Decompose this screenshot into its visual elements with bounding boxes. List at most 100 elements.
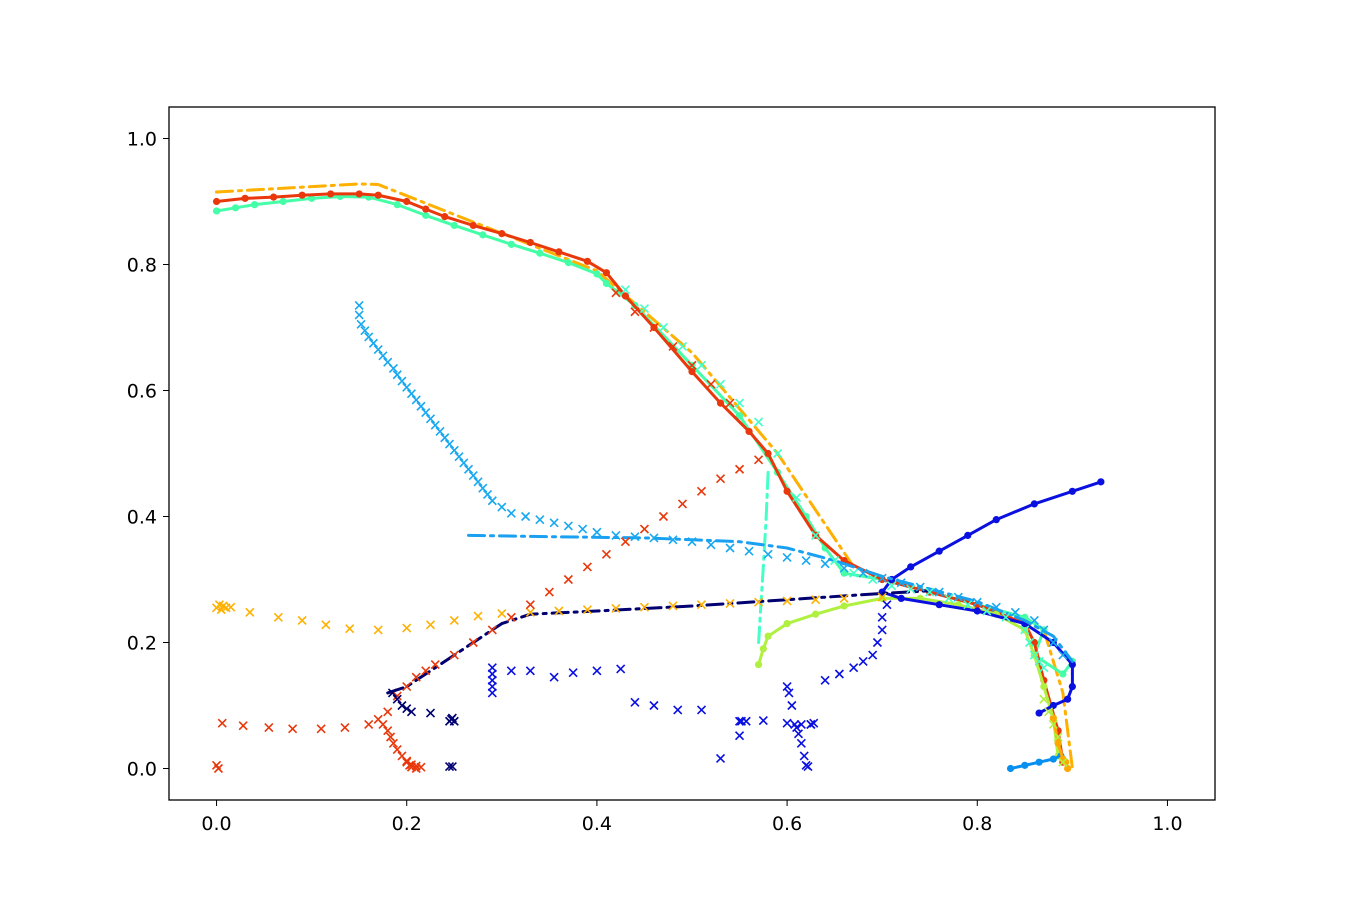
x-marker-point: [473, 611, 483, 621]
x-marker-point: [758, 716, 768, 726]
x-marker-point: [972, 597, 982, 607]
x-marker-point: [796, 719, 806, 729]
data-point: [621, 292, 630, 300]
x-marker-point: [592, 666, 602, 676]
x-marker-point: [383, 726, 393, 736]
data-point: [964, 531, 972, 540]
x-marker-point: [392, 691, 402, 701]
x-marker-point: [792, 493, 802, 503]
x-marker-point: [696, 360, 707, 370]
data-point: [754, 660, 763, 669]
x-marker-point: [677, 341, 688, 351]
x-marker-point: [449, 650, 459, 660]
x-marker-point: [649, 322, 659, 333]
data-point: [897, 594, 905, 603]
data-point: [355, 190, 363, 198]
x-marker-point: [687, 360, 697, 370]
x-marker-point: [525, 600, 535, 610]
x-marker-point: [1010, 607, 1020, 617]
series-line-6: [386, 589, 932, 695]
x-marker-point: [715, 379, 726, 389]
x-marker-point: [568, 668, 578, 678]
y-tick-label: 0.6: [127, 381, 157, 403]
x-marker-point: [238, 721, 248, 731]
data-point: [1059, 670, 1067, 678]
x-marker-point: [753, 417, 764, 427]
x-marker-point: [806, 719, 816, 729]
data-point: [935, 601, 943, 609]
x-marker-point: [226, 602, 236, 612]
data-point: [1030, 638, 1038, 647]
x-marker-point: [782, 718, 792, 728]
x-marker-point: [896, 578, 906, 588]
data-point: [907, 563, 915, 571]
x-marker-point: [506, 508, 516, 518]
x-marker-point: [563, 521, 573, 531]
x-marker-point: [354, 300, 364, 311]
data-point: [602, 269, 611, 277]
x-marker-point: [1039, 694, 1049, 704]
x-marker-point: [373, 344, 383, 355]
data-point: [1030, 500, 1038, 508]
x-marker-point: [782, 552, 792, 563]
x-marker-point: [763, 549, 773, 559]
series-line-7: [467, 533, 1074, 663]
x-marker-point: [611, 603, 621, 614]
x-marker-point: [392, 370, 402, 380]
scatter-series-4: [387, 688, 459, 772]
data-point: [783, 620, 791, 628]
x-marker-point: [360, 326, 370, 336]
data-point: [878, 594, 886, 603]
x-marker-point: [1058, 757, 1068, 767]
x-marker-point: [378, 351, 388, 361]
x-marker-point: [741, 716, 751, 726]
x-marker-point: [803, 762, 813, 772]
x-marker-point: [544, 587, 554, 597]
x-marker-point: [297, 615, 307, 626]
x-marker-point: [677, 499, 688, 509]
data-point: [735, 412, 744, 420]
data-point: [536, 249, 544, 257]
x-marker-point: [696, 705, 707, 715]
x-marker-point: [982, 606, 992, 616]
x-marker-point: [834, 669, 844, 679]
data-point: [840, 569, 848, 577]
x-marker-point: [411, 672, 421, 682]
x-marker-point: [658, 322, 669, 333]
x-marker-point: [340, 722, 350, 733]
x-marker-point: [1020, 625, 1030, 635]
x-marker-point: [877, 625, 887, 635]
x-marker-point: [421, 407, 431, 418]
x-marker-point: [482, 489, 493, 500]
x-marker-point: [725, 598, 735, 609]
x-marker-point: [421, 666, 431, 676]
x-marker-point: [868, 574, 878, 585]
data-point: [403, 197, 411, 206]
x-marker-point: [991, 602, 1001, 612]
plot-area: [211, 182, 1105, 774]
x-marker-point: [406, 389, 417, 399]
series-path: [757, 470, 770, 644]
data-point: [308, 194, 316, 202]
x-marker-point: [497, 502, 507, 512]
data-point: [1064, 764, 1072, 773]
x-marker-point: [639, 602, 650, 612]
data-point: [422, 205, 430, 213]
x-marker-point: [734, 716, 745, 726]
data-point: [764, 449, 772, 458]
x-marker-point: [525, 607, 535, 617]
x-marker-point: [578, 524, 588, 534]
x-marker-point: [706, 379, 716, 389]
x-marker-point: [525, 666, 535, 676]
data-point: [241, 194, 249, 202]
x-tick-label: 1.0: [1152, 813, 1182, 835]
x-marker-point: [630, 697, 640, 707]
x-marker-point: [839, 563, 849, 573]
x-marker-point: [639, 304, 650, 314]
x-marker-point: [793, 729, 804, 739]
x-marker-point: [696, 486, 707, 496]
x-marker-point: [639, 524, 650, 534]
series-path: [215, 182, 1074, 770]
x-marker-point: [273, 612, 283, 622]
x-marker-point: [497, 608, 507, 619]
